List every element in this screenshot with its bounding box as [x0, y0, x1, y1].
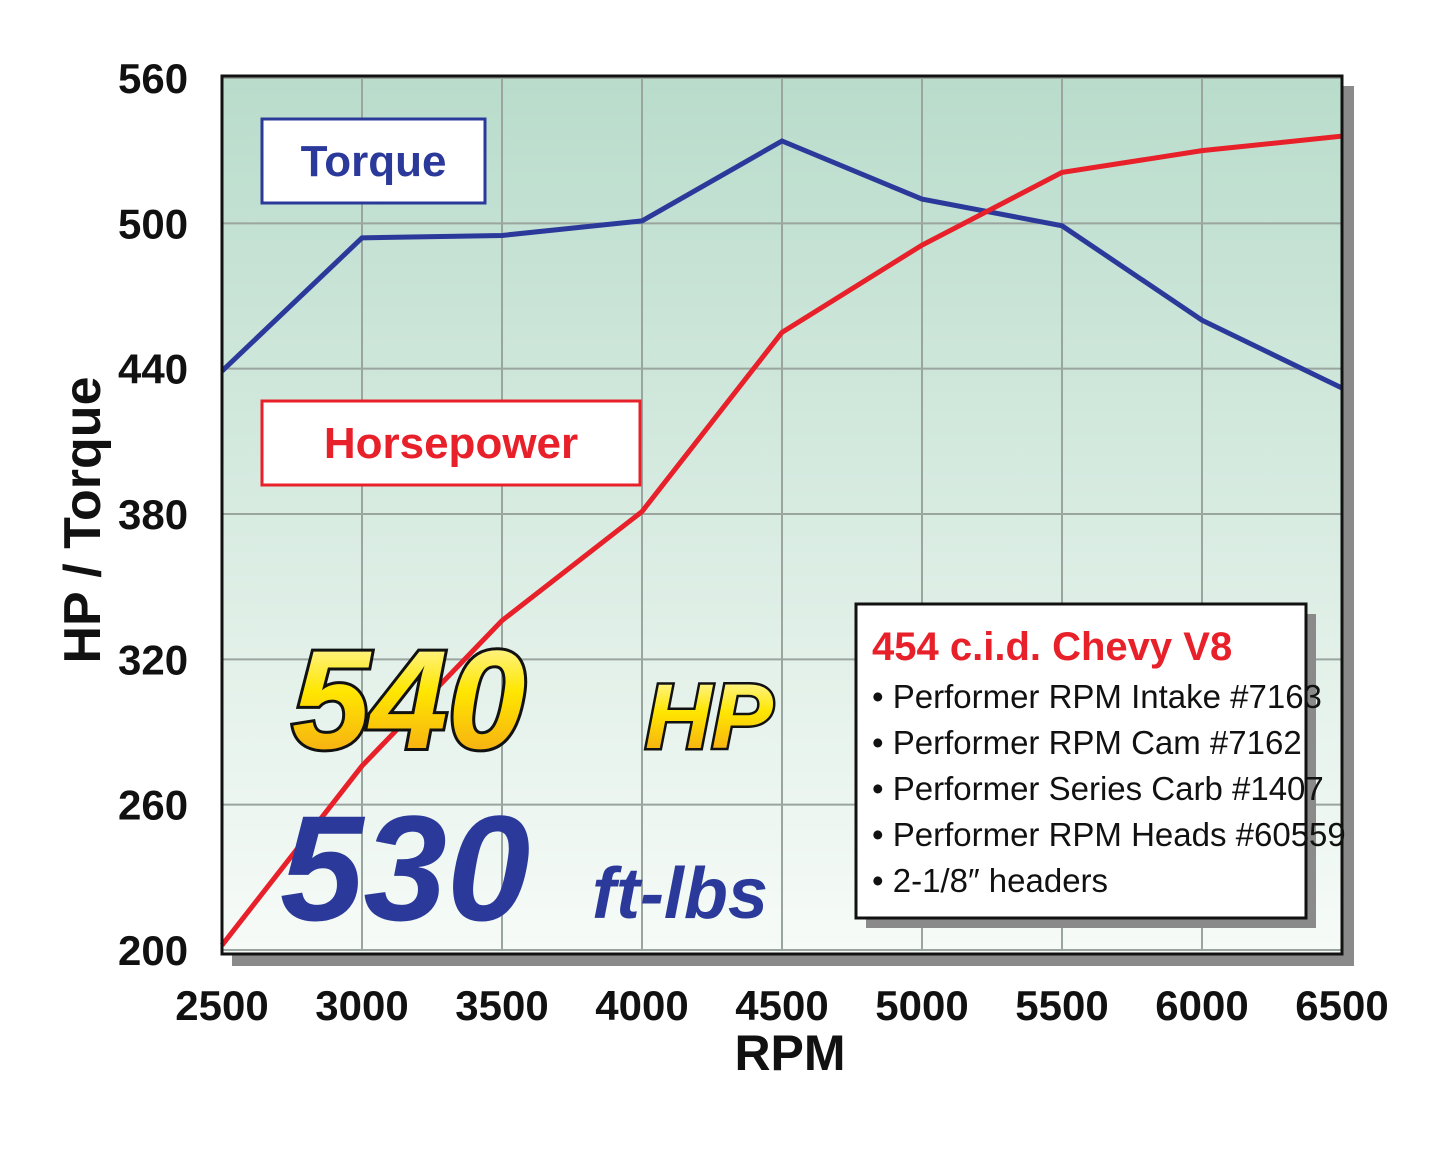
- info-item: • 2-1/8″ headers: [872, 862, 1108, 899]
- lines: [220, 133, 1344, 947]
- y-tick-label: 380: [118, 491, 188, 538]
- x-tick-label: 5000: [875, 982, 968, 1029]
- x-tick-label: 6000: [1155, 982, 1248, 1029]
- series-line: [220, 133, 1343, 947]
- torque-unit: ft-lbs: [592, 854, 768, 934]
- y-tick-label: 320: [118, 636, 188, 683]
- plot-frame: [220, 74, 1344, 956]
- info-item: • Performer RPM Cam #7162: [872, 724, 1302, 761]
- info-items: • Performer RPM Intake #7163 • Performer …: [872, 678, 1346, 899]
- legend-label: Torque: [301, 137, 447, 186]
- y-tick-label: 440: [118, 346, 188, 393]
- x-axis-title: RPM: [734, 1025, 845, 1081]
- y-tick-label: 560: [118, 55, 188, 102]
- info-box: 454 c.i.d. Chevy V8 • Performer RPM Inta…: [854, 602, 1346, 928]
- info-item: • Performer RPM Heads #60559: [872, 816, 1346, 853]
- series-line: [220, 138, 1344, 391]
- x-tick-label: 3500: [455, 982, 548, 1029]
- info-item: • Performer Series Carb #1407: [872, 770, 1324, 807]
- info-item: • Performer RPM Intake #7163: [872, 678, 1322, 715]
- y-tick-label: 200: [118, 927, 188, 974]
- x-tick-label: 4000: [595, 982, 688, 1029]
- info-title: 454 c.i.d. Chevy V8: [872, 625, 1232, 669]
- headline: 540 HP 530 ft-lbs: [280, 618, 776, 952]
- legend: Torque Horsepower: [260, 117, 642, 487]
- legend-label: Horsepower: [324, 419, 578, 468]
- x-tick-label: 4500: [735, 982, 828, 1029]
- y-axis-title: HP / Torque: [54, 377, 112, 664]
- x-tick-label: 2500: [175, 982, 268, 1029]
- torque-number: 530: [280, 784, 530, 952]
- hp-number: 540: [292, 621, 526, 778]
- info-frame: [854, 602, 1308, 920]
- legend-box: [260, 117, 487, 205]
- x-tick-label: 5500: [1015, 982, 1108, 1029]
- y-tick-label: 260: [118, 782, 188, 829]
- hp-unit: HP: [645, 666, 773, 768]
- x-tick-label: 6500: [1295, 982, 1388, 1029]
- y-tick-label: 500: [118, 200, 188, 247]
- legend-box: [260, 399, 642, 487]
- x-tick-label: 3000: [315, 982, 408, 1029]
